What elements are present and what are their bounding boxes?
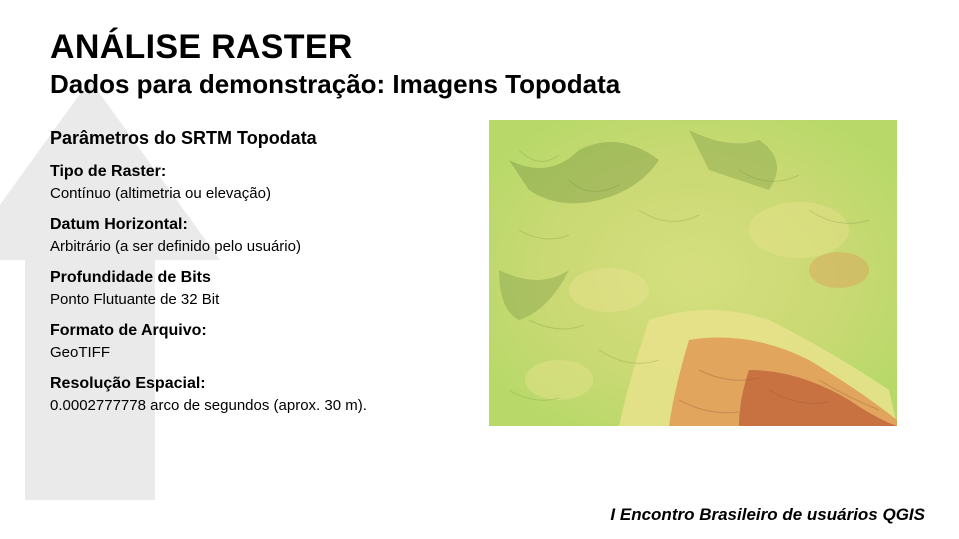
footer-text: I Encontro Brasileiro de usuários QGIS — [610, 505, 925, 525]
slide-subtitle: Dados para demonstração: Imagens Topodat… — [50, 69, 919, 100]
slide-title: ANÁLISE RASTER — [50, 28, 919, 67]
terrain-map-image — [489, 120, 897, 426]
